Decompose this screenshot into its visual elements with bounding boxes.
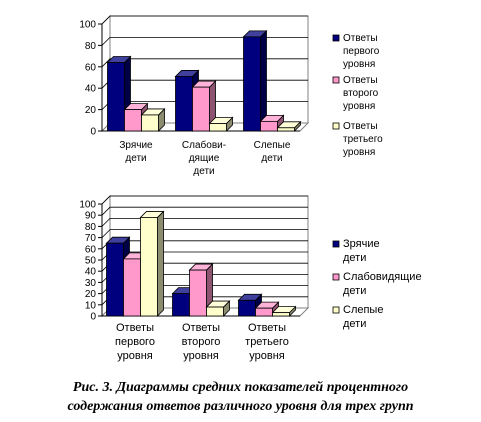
chart2-category-label: Ответы третьего уровня bbox=[245, 322, 289, 362]
chart2-legend-swatch bbox=[332, 240, 340, 248]
chart1-bar-2-2 bbox=[276, 120, 302, 132]
chart2-y-tick-label: 80 bbox=[85, 222, 97, 233]
chart2-category-label: Ответы второго уровня bbox=[182, 322, 221, 362]
chart1-bar-0-0 bbox=[106, 55, 132, 132]
chart1-category-label: Слабови-дящие дети bbox=[182, 139, 226, 177]
chart2-y-tick-label: 70 bbox=[85, 233, 97, 244]
chart1-y-tick-label: 20 bbox=[85, 105, 97, 116]
chart1-category-label: Слепые дети bbox=[254, 140, 291, 164]
caption-line-1: Рис. 3. Диаграммы средних показателей пр… bbox=[72, 380, 409, 395]
chart1-gridline bbox=[101, 58, 308, 68]
chart1-legend-swatch bbox=[332, 34, 340, 42]
chart2-legend-label: Зрячие дети bbox=[343, 238, 380, 264]
chart2-y-tick-label: 60 bbox=[85, 244, 97, 255]
chart1-bar-2-0 bbox=[242, 29, 268, 132]
chart1-y-tick-label: 60 bbox=[85, 62, 97, 73]
chart1-gridline bbox=[101, 37, 308, 46]
chart2-gridline bbox=[101, 217, 308, 227]
chart2-y-tick-label: 20 bbox=[85, 289, 97, 300]
caption-line-2: содержания ответов различного уровня для… bbox=[67, 399, 414, 414]
chart1-gridline bbox=[101, 15, 308, 25]
chart2-gridline bbox=[101, 206, 308, 216]
chart2-y-tick-label: 90 bbox=[85, 211, 97, 222]
chart2-y-tick-label: 10 bbox=[85, 300, 97, 311]
chart2-legend-swatch bbox=[332, 306, 340, 314]
chart2-legend-label: Слабовидящие дети bbox=[343, 271, 422, 297]
chart2-y-tick-label: 100 bbox=[79, 200, 96, 211]
chart2-gridline bbox=[101, 229, 308, 238]
chart1-y-tick-label: 80 bbox=[85, 41, 97, 52]
chart1-legend-label: Ответы второго уровня bbox=[343, 75, 379, 112]
chart2-bar-1-2 bbox=[205, 300, 231, 317]
chart2-legend-swatch bbox=[332, 273, 340, 281]
chart1-legend-swatch bbox=[332, 122, 340, 130]
chart1-y-tick-label: 40 bbox=[85, 84, 97, 95]
chart2-y-tick-label: 40 bbox=[85, 267, 97, 278]
chart1-legend-label: Ответы третьего уровня bbox=[343, 121, 383, 158]
chart1-bar-0-2 bbox=[140, 107, 166, 132]
chart2-y-tick-label: 30 bbox=[85, 278, 97, 289]
chart2-bar-0-2 bbox=[139, 210, 165, 317]
chart1-category-label: Зрячие дети bbox=[119, 140, 153, 164]
chart1-bar-1-2 bbox=[208, 116, 234, 132]
chart2-y-tick-label: 0 bbox=[90, 312, 96, 323]
chart2-legend-label: Слепые дети bbox=[343, 304, 383, 330]
chart1-legend-swatch bbox=[332, 76, 340, 84]
figure-caption: Рис. 3. Диаграммы средних показателей пр… bbox=[0, 378, 481, 422]
chart1-y-tick-label: 0 bbox=[90, 127, 96, 138]
chart2-category-label: Ответы первого уровня bbox=[115, 322, 155, 362]
chart2-gridline bbox=[101, 195, 308, 205]
chart1-y-tick-label: 100 bbox=[79, 20, 96, 31]
chart2-y-tick-label: 50 bbox=[85, 256, 97, 267]
chart1-legend-label: Ответы первого уровня bbox=[343, 33, 380, 70]
chart-by-group: 0 20 40 60 80 100 Зрячие дети Слабови-дящие дети С… bbox=[79, 14, 383, 177]
chart1-bar-1-1 bbox=[191, 80, 217, 132]
chart2-bar-2-2 bbox=[271, 305, 297, 317]
